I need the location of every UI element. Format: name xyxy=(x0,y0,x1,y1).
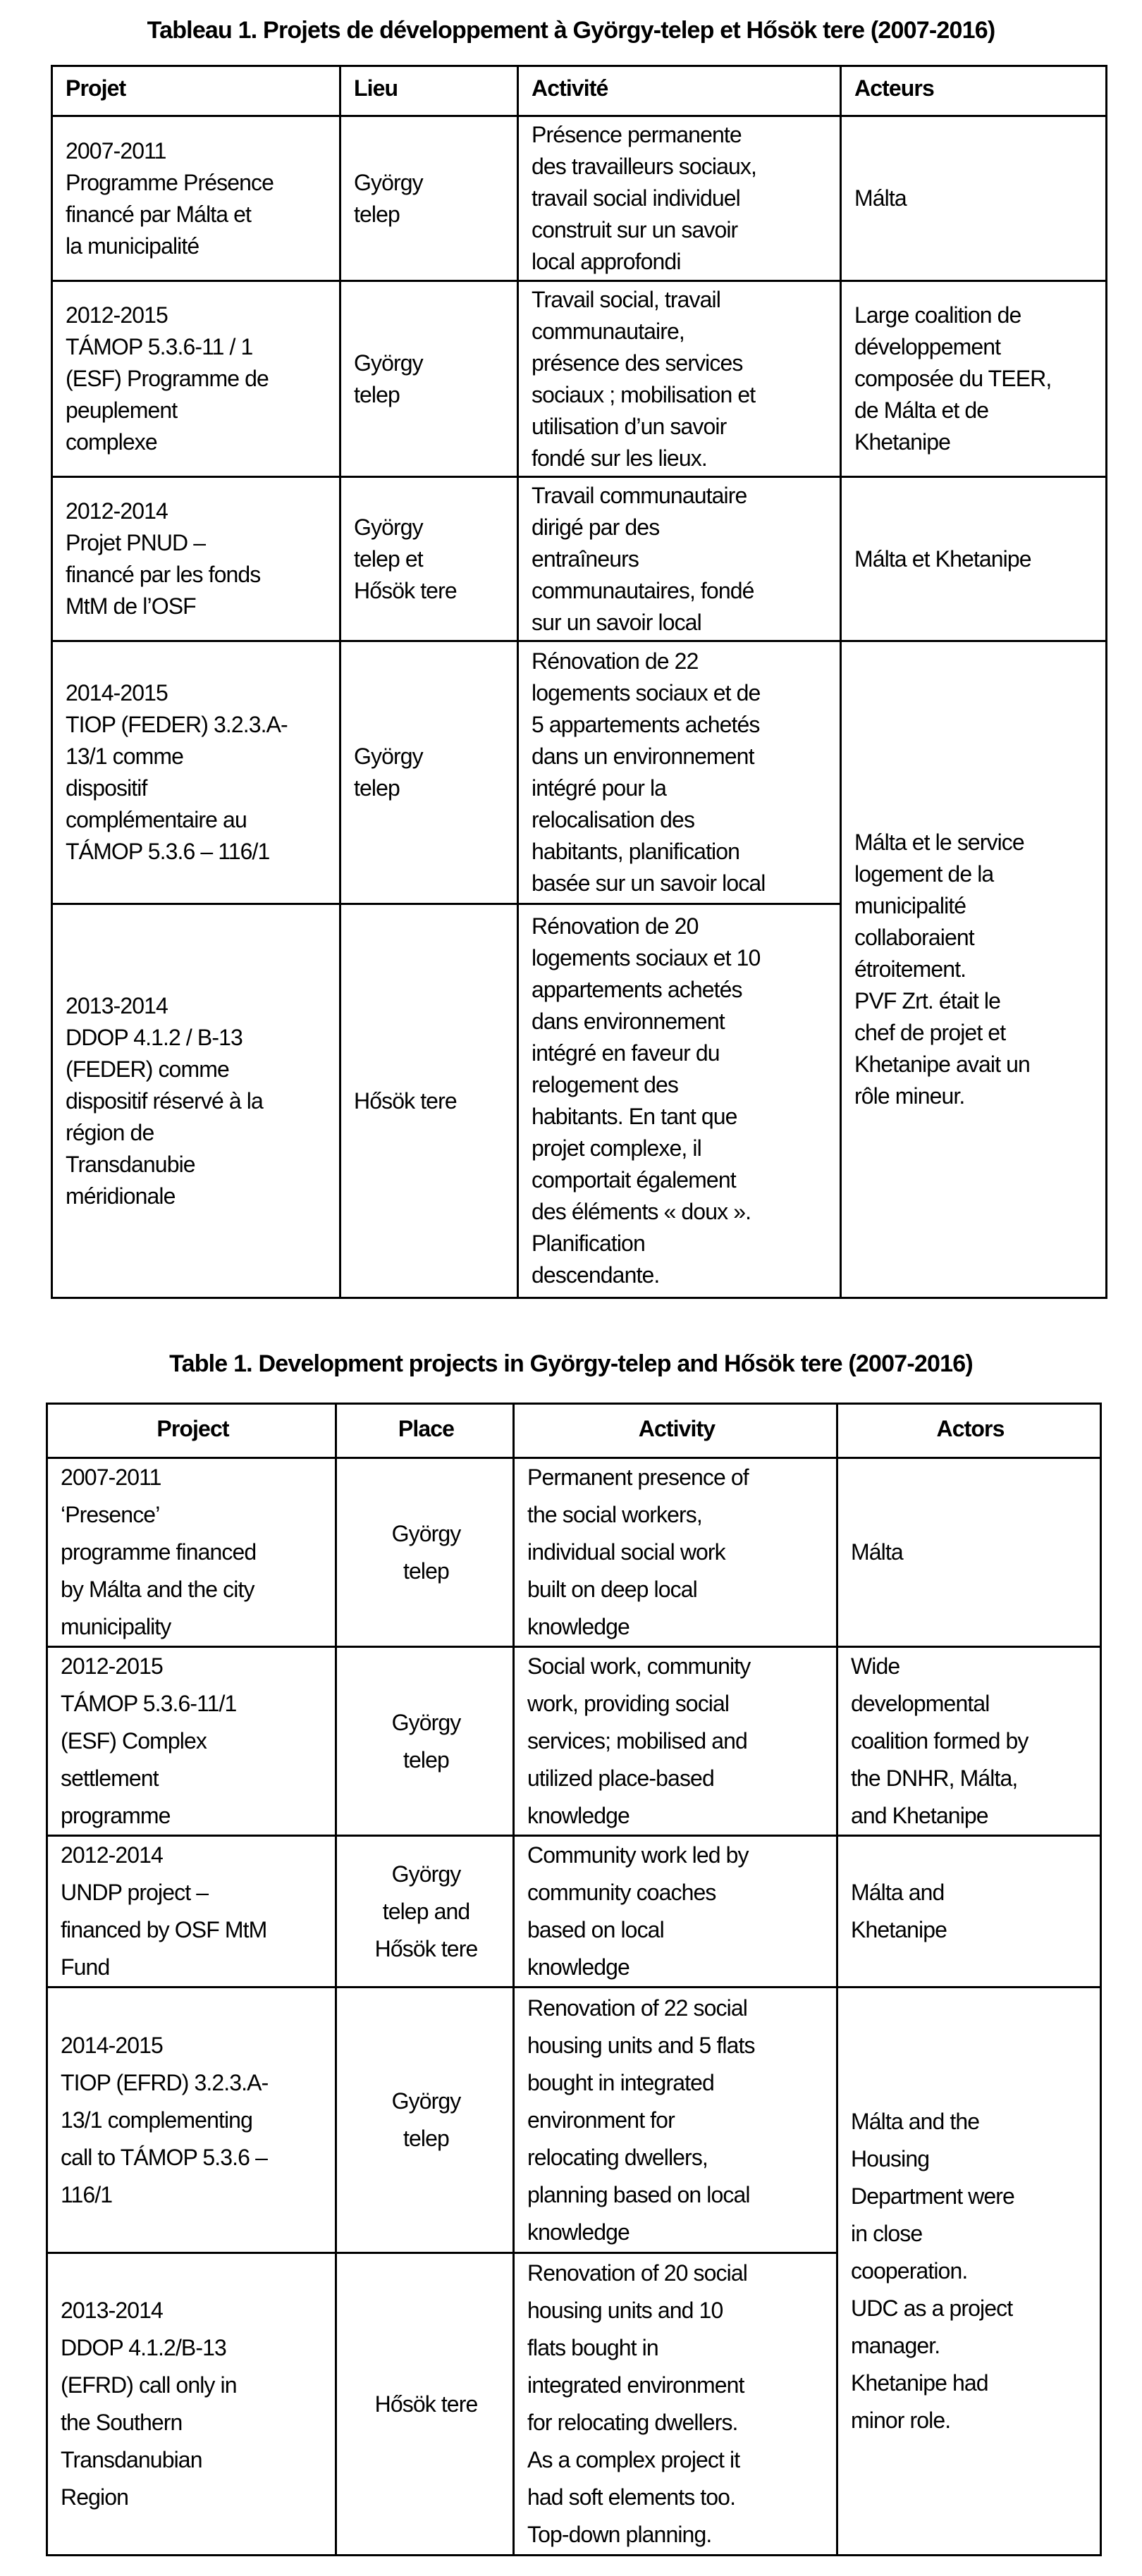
cell-activity: Rénovation de 22 logements sociaux et de… xyxy=(517,640,842,905)
table-title-fr: Tableau 1. Projets de développement à Gy… xyxy=(147,17,995,44)
table-row: 2013-2014 DDOP 4.1.2 / B-13 (FEDER) comm… xyxy=(51,903,1107,1299)
table-row: 2007-2011 ‘Presence’ programme financed … xyxy=(46,1457,1102,1648)
table-row: 2014-2015 TIOP (FEDER) 3.2.3.A- 13/1 com… xyxy=(51,640,1107,1299)
table-row: 2012-2015 TÁMOP 5.3.6-11/1 (ESF) Complex… xyxy=(46,1646,1102,1837)
cell-place: György telep xyxy=(339,640,519,905)
header-place: Lieu xyxy=(339,65,519,117)
header-project: Projet xyxy=(51,65,341,117)
header-activity: Activité xyxy=(517,65,842,117)
cell-activity: Travail communautaire dirigé par des ent… xyxy=(517,476,842,642)
cell-place: György telep xyxy=(335,1646,515,1837)
cell-project: 2013-2014 DDOP 4.1.2 / B-13 (FEDER) comm… xyxy=(51,903,341,1299)
table-row: 2012-2014 Projet PNUD – financé par les … xyxy=(51,476,1107,642)
cell-activity: Travail social, travail communautaire, p… xyxy=(517,280,842,478)
table-row: 2012-2015 TÁMOP 5.3.6-11 / 1 (ESF) Progr… xyxy=(51,280,1107,478)
cell-place: György telep xyxy=(335,1457,515,1648)
projects-table-en: Project Place Activity Actors 2007-2011 … xyxy=(46,1403,1102,2556)
cell-project: 2007-2011 ‘Presence’ programme financed … xyxy=(46,1457,337,1648)
table-header-row: Project Place Activity Actors xyxy=(46,1403,1102,1459)
cell-actors: Wide developmental coalition formed by t… xyxy=(836,1646,1102,1837)
cell-place: György telep et Hősök tere xyxy=(339,476,519,642)
cell-actors: Málta et Khetanipe xyxy=(840,476,1107,642)
table-title-en: Table 1. Development projects in György-… xyxy=(169,1350,974,1377)
table-row: 2014-2015 TIOP (EFRD) 3.2.3.A- 13/1 comp… xyxy=(46,1986,1102,2556)
header-actors: Actors xyxy=(836,1403,1102,1459)
table-row: 2007-2011 Programme Présence financé par… xyxy=(51,115,1107,282)
cell-activity: Permanent presence of the social workers… xyxy=(512,1457,838,1648)
cell-actors: Málta xyxy=(840,115,1107,282)
cell-actors: Málta and Khetanipe xyxy=(836,1835,1102,1988)
cell-activity: Renovation of 22 social housing units an… xyxy=(512,1986,838,2254)
cell-activity: Community work led by community coaches … xyxy=(512,1835,838,1988)
cell-project: 2012-2014 Projet PNUD – financé par les … xyxy=(51,476,341,642)
cell-project: 2012-2014 UNDP project – financed by OSF… xyxy=(46,1835,337,1988)
cell-place: Hősök tere xyxy=(335,2252,515,2556)
cell-activity: Présence permanente des travailleurs soc… xyxy=(517,115,842,282)
header-activity: Activity xyxy=(512,1403,838,1459)
cell-activity: Social work, community work, providing s… xyxy=(512,1646,838,1837)
header-actors: Acteurs xyxy=(840,65,1107,117)
cell-project: 2013-2014 DDOP 4.1.2/B-13 (EFRD) call on… xyxy=(46,2252,337,2556)
table-header-row: Projet Lieu Activité Acteurs xyxy=(51,65,1107,117)
cell-activity: Rénovation de 20 logements sociaux et 10… xyxy=(517,903,842,1299)
cell-project: 2007-2011 Programme Présence financé par… xyxy=(51,115,341,282)
cell-actors: Málta xyxy=(836,1457,1102,1648)
cell-project: 2014-2015 TIOP (FEDER) 3.2.3.A- 13/1 com… xyxy=(51,640,341,905)
cell-actors: Málta et le service logement de la munic… xyxy=(840,640,1107,1299)
cell-activity: Renovation of 20 social housing units an… xyxy=(512,2252,838,2556)
cell-project: 2012-2015 TÁMOP 5.3.6-11 / 1 (ESF) Progr… xyxy=(51,280,341,478)
table-row: 2012-2014 UNDP project – financed by OSF… xyxy=(46,1835,1102,1988)
cell-actors: Málta and the Housing Department were in… xyxy=(836,1986,1102,2556)
header-place: Place xyxy=(335,1403,515,1459)
table-row: 2013-2014 DDOP 4.1.2/B-13 (EFRD) call on… xyxy=(46,2252,1101,2556)
cell-actors: Large coalition de développement composé… xyxy=(840,280,1107,478)
cell-project: 2014-2015 TIOP (EFRD) 3.2.3.A- 13/1 comp… xyxy=(46,1986,337,2254)
cell-place: György telep xyxy=(335,1986,515,2254)
header-project: Project xyxy=(46,1403,337,1459)
cell-place: György telep xyxy=(339,280,519,478)
projects-table-fr: Projet Lieu Activité Acteurs 2007-2011 P… xyxy=(51,65,1107,1299)
cell-project: 2012-2015 TÁMOP 5.3.6-11/1 (ESF) Complex… xyxy=(46,1646,337,1837)
cell-place: Hősök tere xyxy=(339,903,519,1299)
cell-place: György telep and Hősök tere xyxy=(335,1835,515,1988)
cell-place: György telep xyxy=(339,115,519,282)
